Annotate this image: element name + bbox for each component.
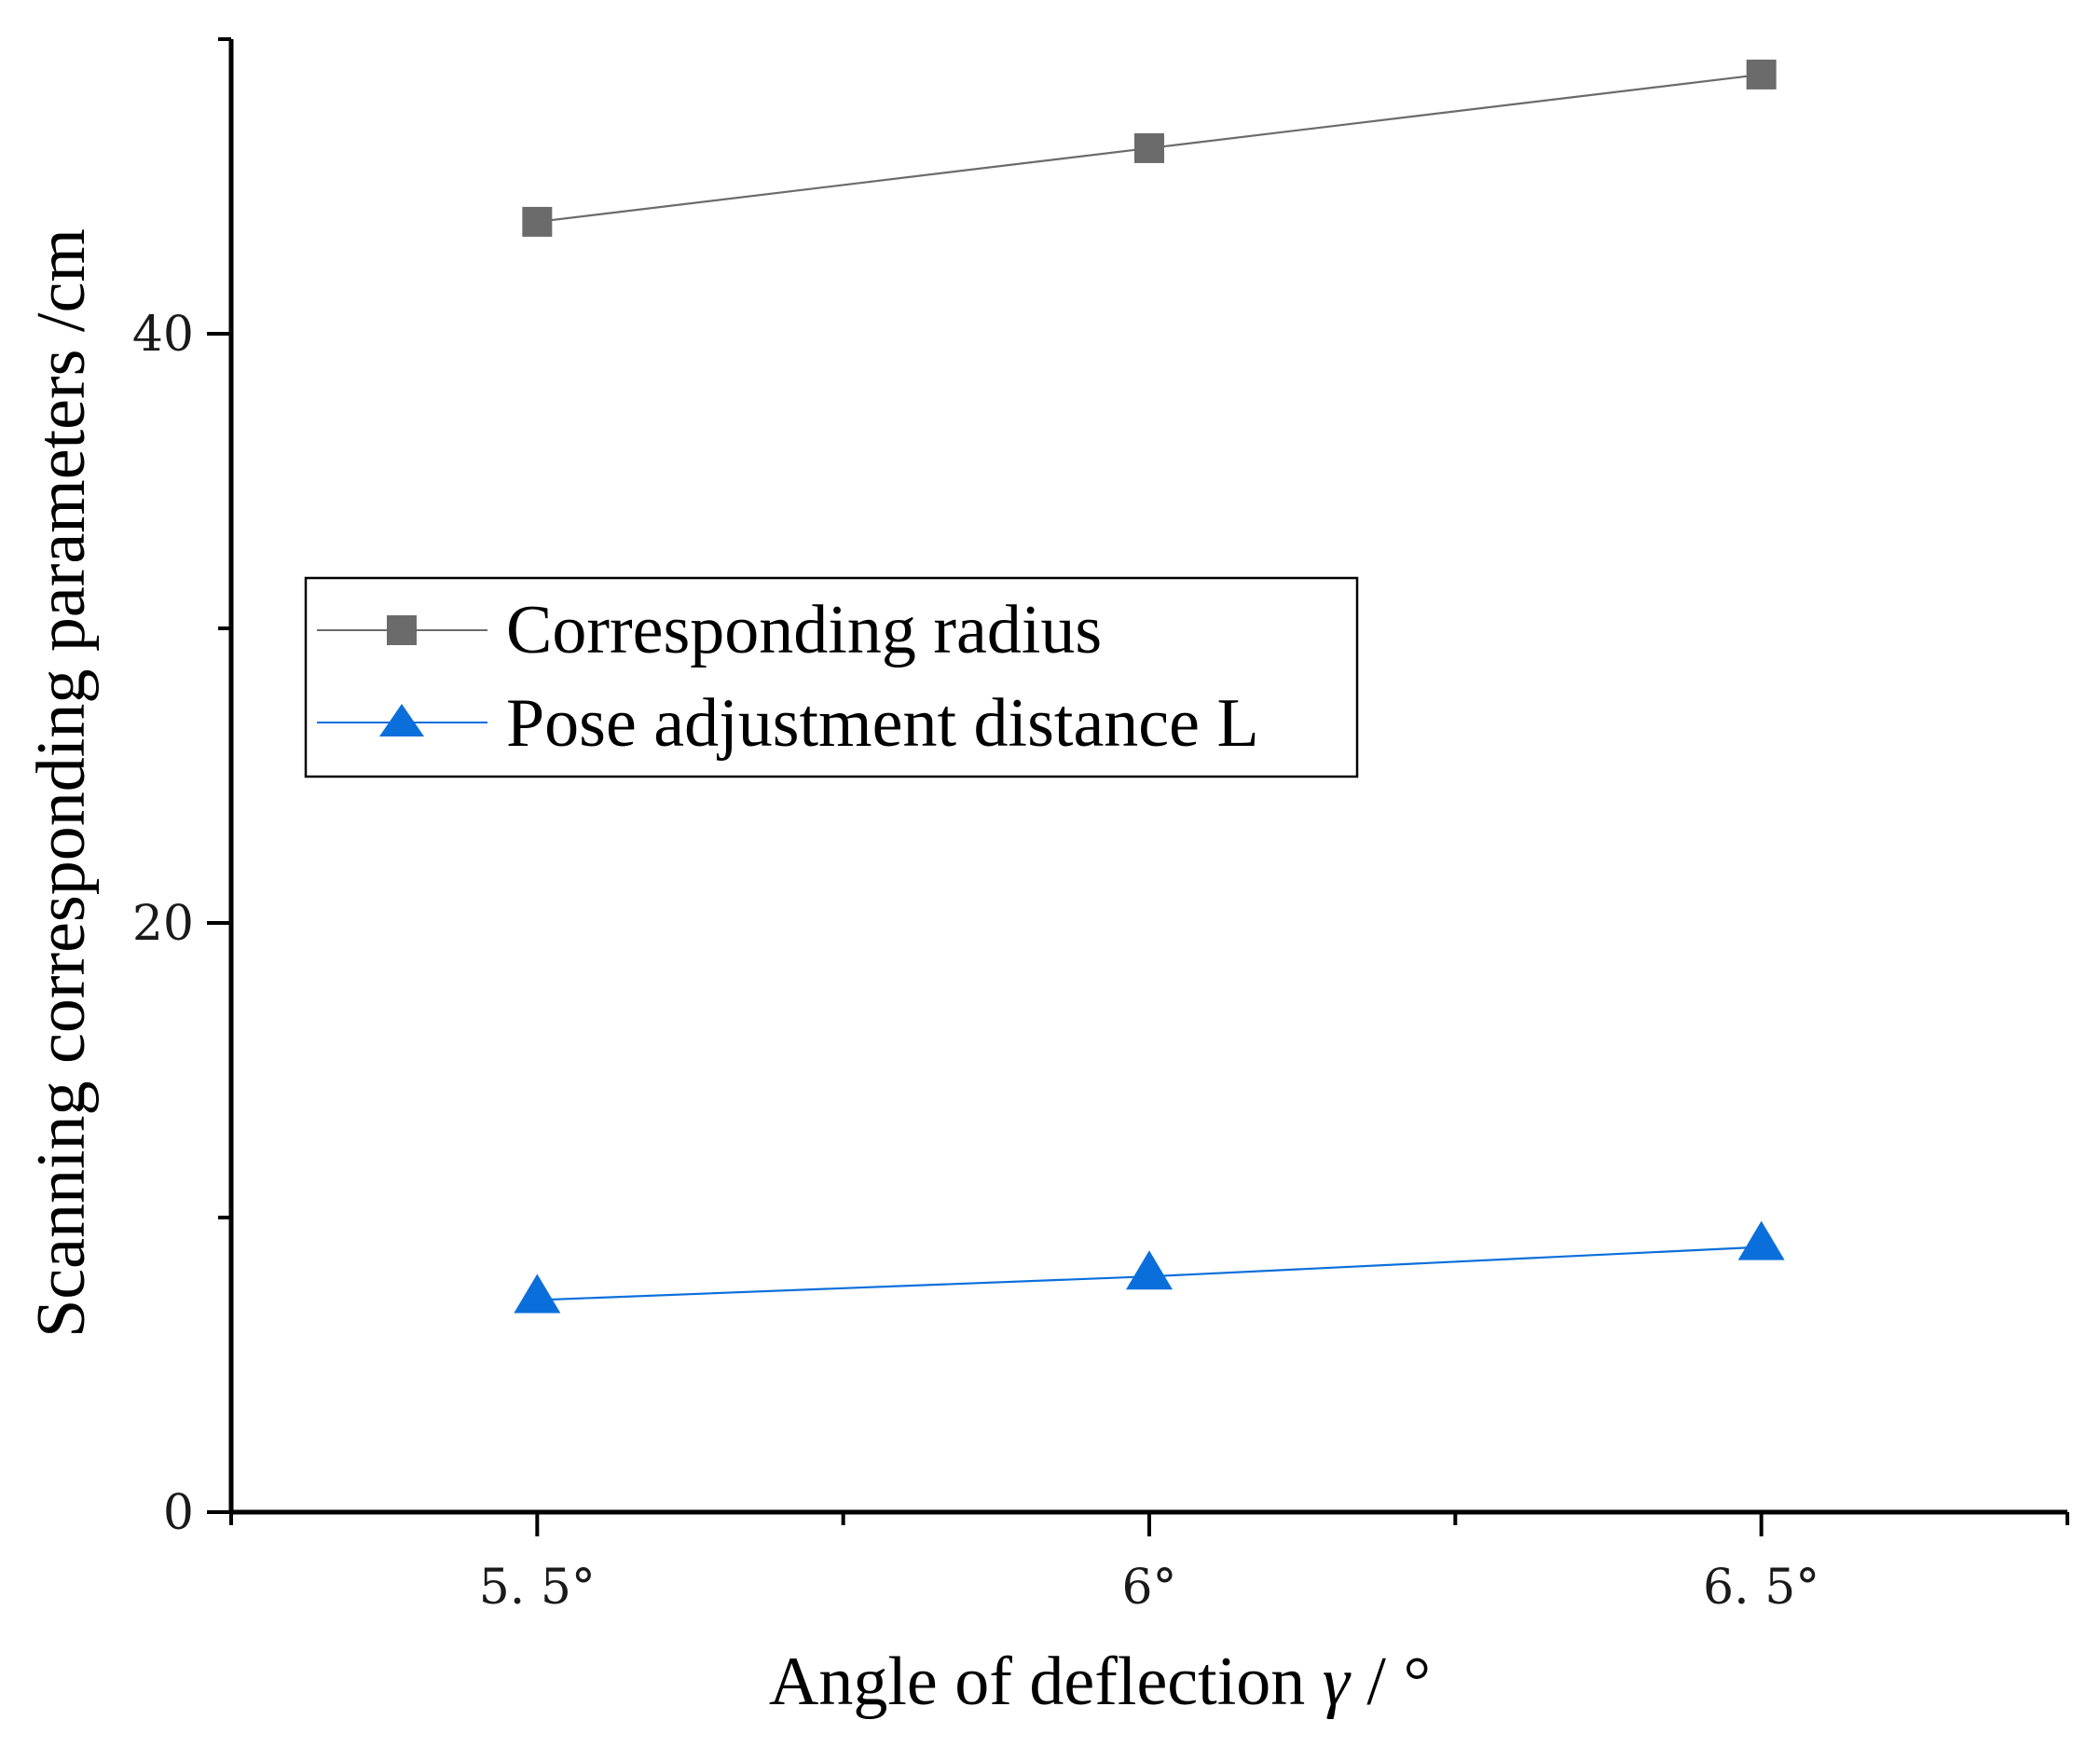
y-tick-label: 20 [132, 896, 194, 952]
x-axis-title-main: Angle of deflection [769, 1644, 1323, 1720]
data-point-square [522, 206, 553, 237]
data-point-square [1746, 59, 1777, 89]
x-axis-title-unit: / ° [1350, 1644, 1431, 1720]
y-axis-title: Scanning corresponding parameters /cm [23, 228, 100, 1338]
x-tick-label: 6° [1121, 1560, 1176, 1616]
legend-box [304, 576, 1359, 778]
data-point-triangle [1737, 1220, 1785, 1260]
x-tick-label: 6. 5° [1703, 1560, 1819, 1616]
x-tick-label: 5. 5° [479, 1560, 596, 1616]
legend-marker-triangle [379, 704, 424, 736]
legend-label-corresponding-radius: Corresponding radius [506, 592, 1102, 668]
x-axis-title-symbol: γ [1323, 1644, 1352, 1720]
data-point-triangle [1126, 1250, 1173, 1290]
data-point-triangle [514, 1273, 561, 1314]
legend-label-pose-adjustment: Pose adjustment distance L [506, 685, 1259, 762]
y-tick-label: 0 [163, 1485, 194, 1541]
ticks: 0 20 40 5. 5° 6° 6. 5° [132, 37, 2069, 1616]
y-tick-label: 40 [132, 307, 194, 363]
series-layer [514, 59, 1785, 1314]
data-point-square [1134, 132, 1164, 163]
legend-marker-square [387, 615, 417, 645]
x-axis-title: Angle of deflection γ / ° [769, 1644, 1431, 1720]
legend: Corresponding radius Pose adjustment dis… [304, 576, 1359, 778]
